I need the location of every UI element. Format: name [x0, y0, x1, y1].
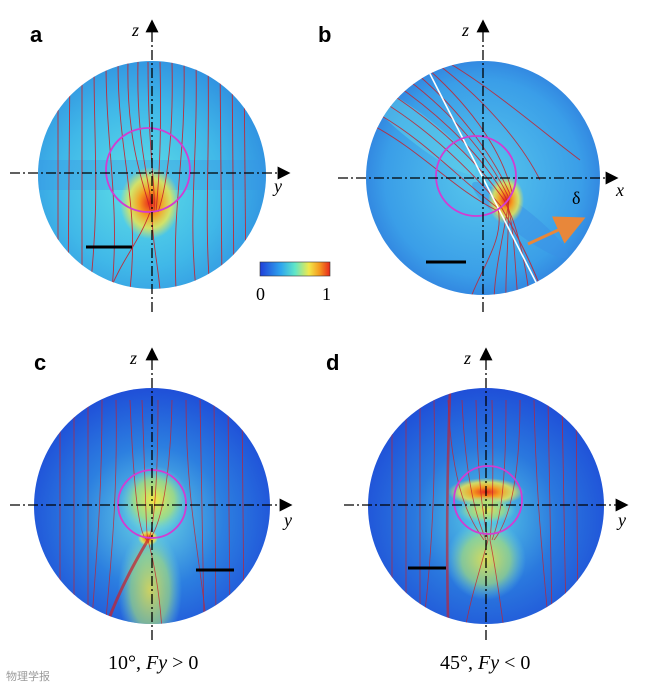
colorbar: 0 1 — [256, 261, 331, 304]
caption-d: 45°, Fy < 0 — [440, 652, 530, 675]
caption-c-force: Fy — [146, 652, 168, 674]
delta-label-b: δ — [572, 188, 580, 208]
z-label-d: z — [463, 348, 471, 368]
caption-c-angle: 10°, — [108, 652, 146, 674]
caption-d-angle: 45°, — [440, 652, 478, 674]
panel-letter-d: d — [326, 350, 339, 375]
panel-letter-a: a — [30, 22, 43, 47]
panel-letter-c: c — [34, 350, 46, 375]
droplet-outline-a — [105, 127, 191, 213]
y-label-d: y — [616, 510, 626, 530]
interface-line-b — [427, 69, 541, 291]
colorbar-max-label: 1 — [322, 284, 331, 304]
droplet-outline-b — [435, 135, 517, 217]
delta-arrow-b — [527, 216, 586, 246]
warm-region-c — [120, 466, 188, 534]
x-label-b: x — [615, 180, 624, 200]
panel-b: b z x δ — [318, 19, 624, 312]
caption-d-force: Fy — [478, 652, 500, 674]
droplet-outline-d — [453, 465, 523, 535]
panel-d: d z y — [326, 347, 629, 640]
panel-letter-b: b — [318, 22, 331, 47]
caption-d-relation: < 0 — [499, 652, 531, 674]
panel-a: a z y — [10, 19, 291, 312]
z-label-c: z — [129, 348, 137, 368]
colorbar-gradient — [259, 261, 331, 277]
watermark: 物理学报 — [6, 670, 50, 683]
caption-c: 10°, Fy > 0 — [108, 652, 198, 675]
hotspot-a — [120, 167, 180, 239]
y-label-a: y — [272, 176, 282, 196]
y-label-c: y — [282, 510, 292, 530]
z-label-a: z — [131, 20, 139, 40]
z-label-b: z — [461, 20, 469, 40]
caption-c-relation: > 0 — [167, 652, 199, 674]
panel-c: c z y — [10, 347, 293, 640]
colorbar-min-label: 0 — [256, 284, 265, 304]
